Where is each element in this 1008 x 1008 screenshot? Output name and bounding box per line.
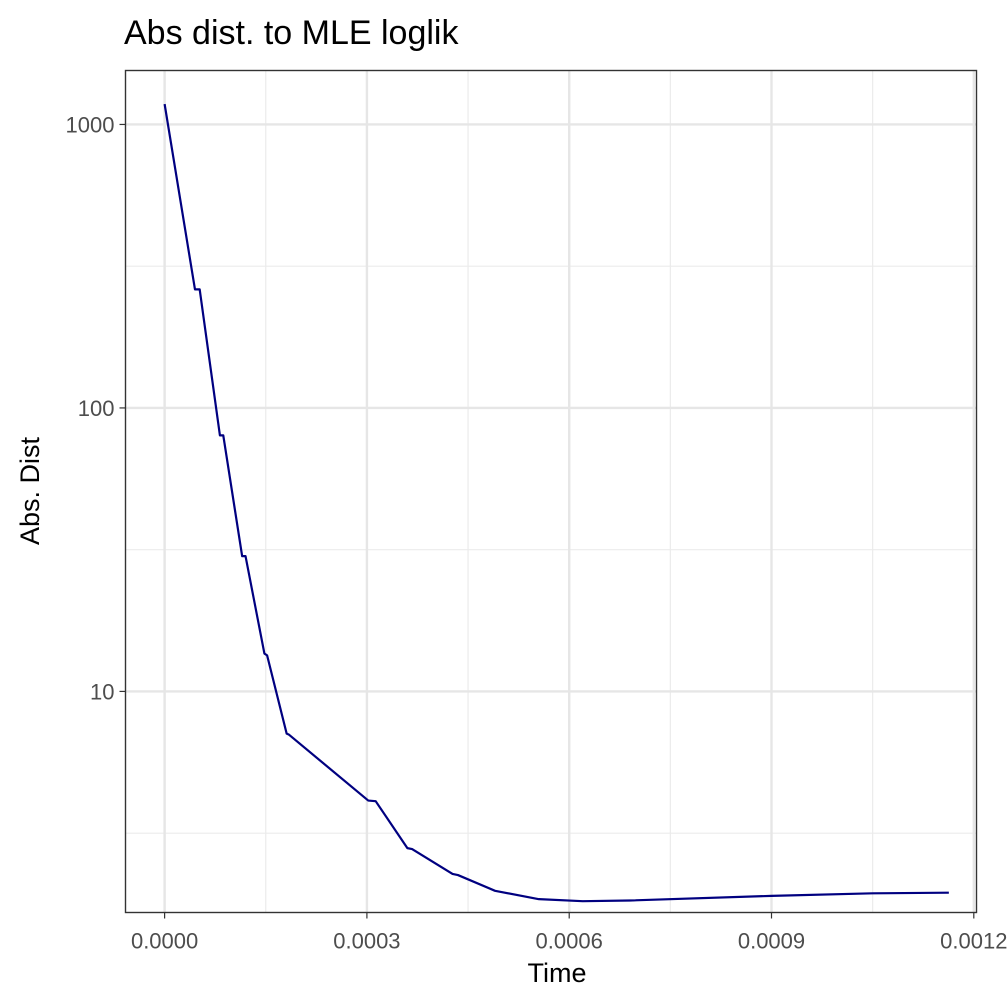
x-tick-label: 0.0003	[333, 929, 400, 954]
x-tick-label: 0.0006	[536, 929, 603, 954]
x-tick-label: 0.0000	[131, 929, 198, 954]
y-tick-label: 1000	[66, 112, 115, 137]
data-series-line	[163, 103, 949, 903]
y-tick-label: 10	[90, 679, 114, 704]
x-axis-ticks: 0.0000 0.0003 0.0006 0.0009 0.0012	[131, 912, 1007, 954]
major-gridlines	[125, 70, 977, 913]
y-tick-label: 100	[78, 396, 115, 421]
x-tick-label: 0.0009	[738, 929, 805, 954]
x-tick-label: 0.0012	[940, 929, 1007, 954]
x-axis-title: Time	[528, 958, 587, 988]
minor-gridlines	[125, 70, 977, 913]
plot-panel-border	[124, 69, 978, 914]
y-axis-ticks: 10 100 1000	[66, 112, 126, 704]
y-axis-title: Abs. Dist	[15, 436, 45, 545]
chart-title: Abs dist. to MLE loglik	[124, 14, 459, 52]
